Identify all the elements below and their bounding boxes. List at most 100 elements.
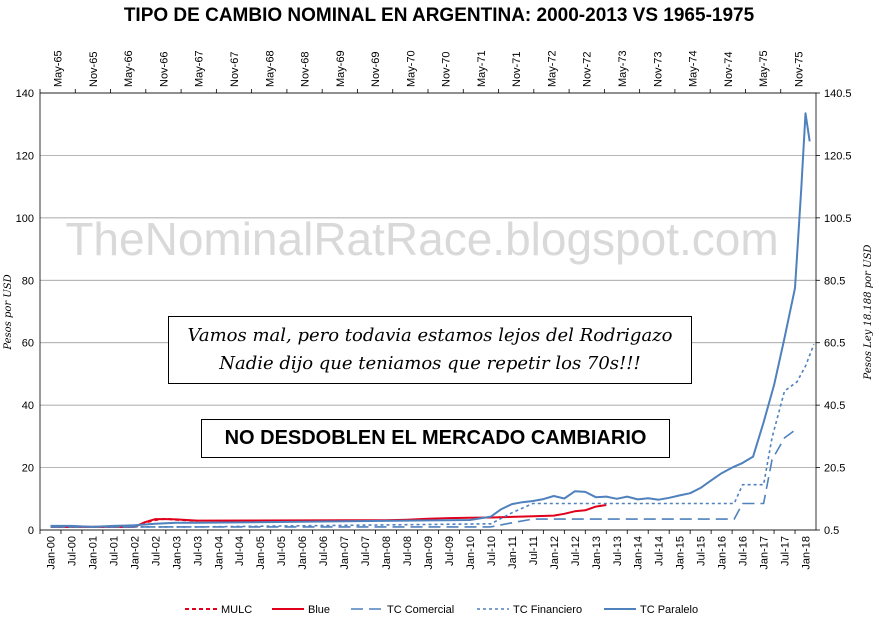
bottom-tick-label: Jan-13 bbox=[591, 536, 603, 570]
bottom-tick-label: Jan-05 bbox=[255, 536, 267, 570]
top-tick-label: May-70 bbox=[405, 50, 417, 87]
top-tick-label: Nov-72 bbox=[582, 52, 594, 87]
bottom-tick-label: Jul-12 bbox=[570, 536, 582, 566]
bottom-tick-label: Jul-17 bbox=[780, 536, 792, 566]
bottom-tick-label: Jul-15 bbox=[696, 536, 708, 566]
series-line-tc-financiero bbox=[50, 344, 815, 528]
bottom-tick-label: Jul-05 bbox=[276, 536, 288, 566]
right-tick-label: 0.5 bbox=[824, 525, 839, 537]
right-axis-label: Pesos Ley 18.188 por USD bbox=[863, 245, 874, 381]
right-tick-label: 40.5 bbox=[824, 400, 845, 412]
left-tick-label: 60 bbox=[22, 338, 34, 350]
bottom-tick-label: Jan-18 bbox=[801, 536, 813, 570]
top-tick-label: Nov-69 bbox=[370, 52, 382, 87]
top-tick-label: May-65 bbox=[53, 50, 65, 87]
top-tick-label: May-69 bbox=[335, 50, 347, 87]
annotation-box-rodrigazo: Vamos mal, pero todavia estamos lejos de… bbox=[168, 316, 692, 384]
legend-label: TC Paralelo bbox=[640, 604, 698, 616]
top-tick-label: May-66 bbox=[123, 50, 135, 87]
series-line-tc-comercial bbox=[50, 427, 798, 528]
left-tick-label: 20 bbox=[22, 463, 34, 475]
legend: MULC Blue TC Comercial TC Financiero TC Para… bbox=[185, 604, 698, 616]
bottom-tick-label: Jul-08 bbox=[402, 536, 414, 566]
series-line-tc-paralelo bbox=[50, 112, 811, 528]
series-layer bbox=[50, 112, 815, 528]
top-x-axis: May-65 Nov-65 May-66 Nov-66 May-67 Nov-67 May-… bbox=[39, 50, 805, 93]
bottom-tick-label: Jul-10 bbox=[486, 536, 498, 566]
top-tick-label: Nov-71 bbox=[511, 52, 523, 87]
bottom-tick-label: Jul-14 bbox=[654, 536, 666, 566]
left-tick-label: 120 bbox=[16, 150, 34, 162]
annotation-line-1: Vamos mal, pero todavia estamos lejos de… bbox=[187, 325, 673, 346]
right-tick-label: 140.5 bbox=[824, 88, 852, 100]
annotation-headline: NO DESDOBLEN EL MERCADO CAMBIARIO bbox=[224, 427, 647, 449]
left-tick-label: 40 bbox=[22, 400, 34, 412]
top-tick-label: Nov-65 bbox=[88, 52, 100, 87]
bottom-tick-label: Jan-02 bbox=[129, 536, 141, 570]
bottom-tick-label: Jan-14 bbox=[633, 536, 645, 570]
right-tick-label: 60.5 bbox=[824, 338, 845, 350]
bottom-tick-label: Jan-07 bbox=[339, 536, 351, 570]
top-tick-label: Nov-74 bbox=[723, 52, 735, 87]
bottom-tick-label: Jan-04 bbox=[213, 536, 225, 570]
bottom-tick-label: Jul-04 bbox=[234, 536, 246, 566]
bottom-tick-label: Jul-07 bbox=[360, 536, 372, 566]
annotation-line-2: Nadie dijo que teniamos que repetir los … bbox=[219, 353, 641, 374]
bottom-tick-label: Jan-08 bbox=[381, 536, 393, 570]
watermark: TheNominalRatRace.blogspot.com bbox=[65, 213, 778, 265]
right-tick-label: 80.5 bbox=[824, 275, 845, 287]
bottom-tick-label: Jan-12 bbox=[549, 536, 561, 570]
bottom-tick-label: Jan-00 bbox=[45, 536, 57, 570]
bottom-tick-label: Jul-13 bbox=[612, 536, 624, 566]
top-tick-label: May-71 bbox=[476, 50, 488, 87]
bottom-tick-label: Jul-09 bbox=[444, 536, 456, 566]
top-tick-label: Nov-75 bbox=[793, 52, 805, 87]
bottom-tick-label: Jan-03 bbox=[171, 536, 183, 570]
bottom-tick-label: Jul-16 bbox=[738, 536, 750, 566]
legend-label: TC Comercial bbox=[387, 604, 454, 616]
right-tick-label: 100.5 bbox=[824, 213, 852, 225]
bottom-tick-label: Jul-06 bbox=[318, 536, 330, 566]
left-tick-label: 100 bbox=[16, 213, 34, 225]
bottom-tick-label: Jan-17 bbox=[759, 536, 771, 570]
top-tick-label: May-68 bbox=[264, 50, 276, 87]
bottom-x-axis: Jan-00 Jul-00 Jan-01 Jul-01 Jan-02 Jul-02 Jan-… bbox=[39, 530, 813, 570]
bottom-tick-label: Jan-01 bbox=[87, 536, 99, 570]
right-y-axis: 0.5 20.5 40.5 60.5 80.5 100.5 120.5 140.5 bbox=[816, 88, 852, 537]
bottom-tick-label: Jan-06 bbox=[297, 536, 309, 570]
bottom-tick-label: Jul-01 bbox=[108, 536, 120, 566]
bottom-tick-label: Jan-15 bbox=[675, 536, 687, 570]
bottom-tick-label: Jul-02 bbox=[150, 536, 162, 566]
left-y-axis: 0 20 40 60 80 100 120 140 bbox=[16, 88, 34, 537]
bottom-tick-label: Jan-10 bbox=[465, 536, 477, 570]
plot-frame bbox=[39, 92, 817, 531]
top-tick-label: May-75 bbox=[758, 50, 770, 87]
top-tick-label: Nov-73 bbox=[652, 52, 664, 87]
annotation-box-desdoblen: NO DESDOBLEN EL MERCADO CAMBIARIO bbox=[201, 419, 670, 458]
gridlines bbox=[40, 92, 816, 531]
legend-label: MULC bbox=[221, 604, 252, 616]
bottom-tick-label: Jan-11 bbox=[507, 536, 519, 569]
top-tick-label: Nov-66 bbox=[158, 52, 170, 87]
top-tick-label: May-74 bbox=[688, 50, 700, 87]
bottom-tick-label: Jul-03 bbox=[192, 536, 204, 566]
bottom-tick-label: Jul-11 bbox=[528, 536, 540, 565]
left-tick-label: 140 bbox=[16, 88, 34, 100]
bottom-tick-label: Jul-00 bbox=[66, 536, 78, 566]
legend-label: TC Financiero bbox=[513, 604, 582, 616]
top-tick-label: Nov-67 bbox=[229, 52, 241, 87]
left-tick-label: 0 bbox=[28, 525, 34, 537]
right-tick-label: 120.5 bbox=[824, 150, 852, 162]
left-tick-label: 80 bbox=[22, 275, 34, 287]
top-tick-label: May-72 bbox=[546, 50, 558, 87]
top-tick-label: May-67 bbox=[194, 50, 206, 87]
top-tick-label: May-73 bbox=[617, 50, 629, 87]
left-axis-label: Pesos por USD bbox=[3, 274, 14, 350]
bottom-tick-label: Jan-16 bbox=[717, 536, 729, 570]
top-tick-label: Nov-68 bbox=[300, 52, 312, 87]
bottom-tick-label: Jan-09 bbox=[423, 536, 435, 570]
legend-label: Blue bbox=[308, 604, 330, 616]
chart-title: TIPO DE CAMBIO NOMINAL EN ARGENTINA: 200… bbox=[124, 5, 755, 26]
right-tick-label: 20.5 bbox=[824, 463, 845, 475]
